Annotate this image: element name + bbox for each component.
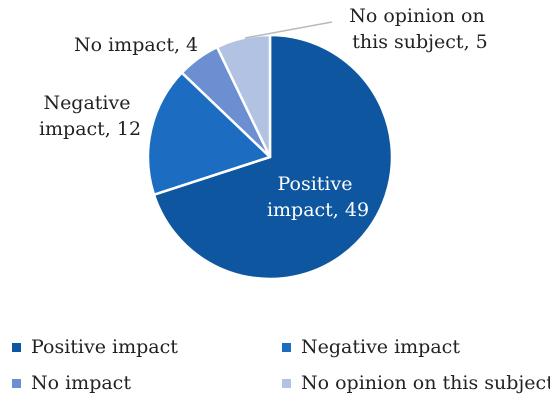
no-opinion-leader-line (244, 21, 333, 39)
pie-slice-negative-impact (146, 71, 272, 196)
no-opinion-label: No opinion on this subject, 5 (349, 5, 491, 53)
negative-impact-label: Negative impact, 12 (39, 92, 141, 140)
pie-slice-no-opinion (215, 33, 272, 159)
no-impact-label: No impact, 4 (74, 34, 198, 56)
positive-impact-label: Positive impact, 49 (267, 173, 369, 221)
pie-slice-positive-impact (152, 33, 394, 281)
